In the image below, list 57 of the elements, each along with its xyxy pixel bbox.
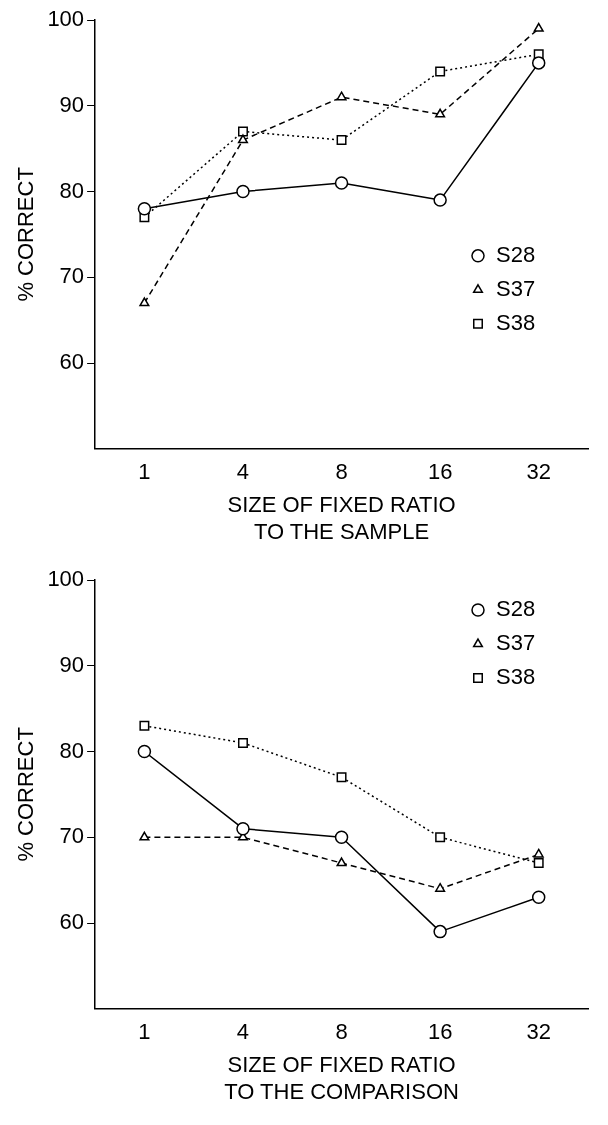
point (336, 91, 347, 101)
point (334, 176, 349, 190)
point (435, 66, 446, 77)
y-tick-label: 90 (59, 651, 85, 677)
legend-label: S28 (496, 241, 536, 267)
point (237, 134, 249, 144)
x-tick-label: 1 (138, 459, 151, 485)
legend-label: S37 (496, 275, 536, 301)
point (531, 56, 546, 70)
x-axis-title: SIZE OF FIXED RATIO TO THE SAMPLE (227, 492, 456, 544)
point (435, 832, 446, 843)
point (139, 297, 150, 307)
point (237, 737, 248, 748)
legend-label: S28 (496, 596, 536, 622)
x-tick-label: 4 (236, 1019, 250, 1045)
point (236, 821, 250, 836)
point (433, 924, 447, 939)
point (236, 184, 250, 199)
point (137, 744, 152, 759)
y-tick-label: 80 (59, 737, 85, 763)
x-tick-label: 8 (335, 1019, 348, 1045)
y-axis-title: % CORRECT (13, 167, 39, 302)
y-tick-label: 80 (59, 177, 85, 203)
y-tick-label: 70 (59, 263, 85, 289)
y-tick-label: 60 (59, 909, 85, 935)
y-tick-label: 90 (59, 91, 85, 117)
x-tick-label: 16 (427, 459, 453, 485)
x-tick-label: 32 (526, 1019, 551, 1045)
point (533, 22, 544, 32)
x-axis-title: SIZE OF FIXED RATIO TO THE COMPARISON (224, 1052, 459, 1104)
y-tick-label: 100 (47, 6, 85, 32)
point (533, 858, 544, 868)
point (435, 882, 446, 892)
y-axis-title: % CORRECT (13, 727, 39, 862)
point (139, 720, 150, 731)
point (336, 135, 347, 146)
point (334, 830, 349, 845)
point (433, 193, 447, 207)
x-tick-label: 32 (526, 459, 551, 485)
legend-label: S37 (496, 630, 536, 656)
legend-label: S38 (496, 309, 536, 335)
legend-label: S38 (496, 664, 536, 690)
point (137, 201, 152, 216)
point (533, 848, 544, 858)
point (139, 831, 150, 841)
point (237, 126, 248, 137)
point (336, 772, 347, 783)
point (435, 108, 446, 118)
y-tick-label: 100 (47, 566, 85, 592)
point (336, 857, 347, 867)
x-tick-label: 4 (236, 459, 250, 485)
x-tick-label: 1 (138, 1019, 151, 1045)
y-tick-label: 60 (59, 349, 85, 375)
x-tick-label: 16 (427, 1019, 453, 1045)
point (531, 890, 546, 905)
y-tick-label: 70 (59, 823, 85, 849)
x-tick-label: 8 (335, 459, 348, 485)
